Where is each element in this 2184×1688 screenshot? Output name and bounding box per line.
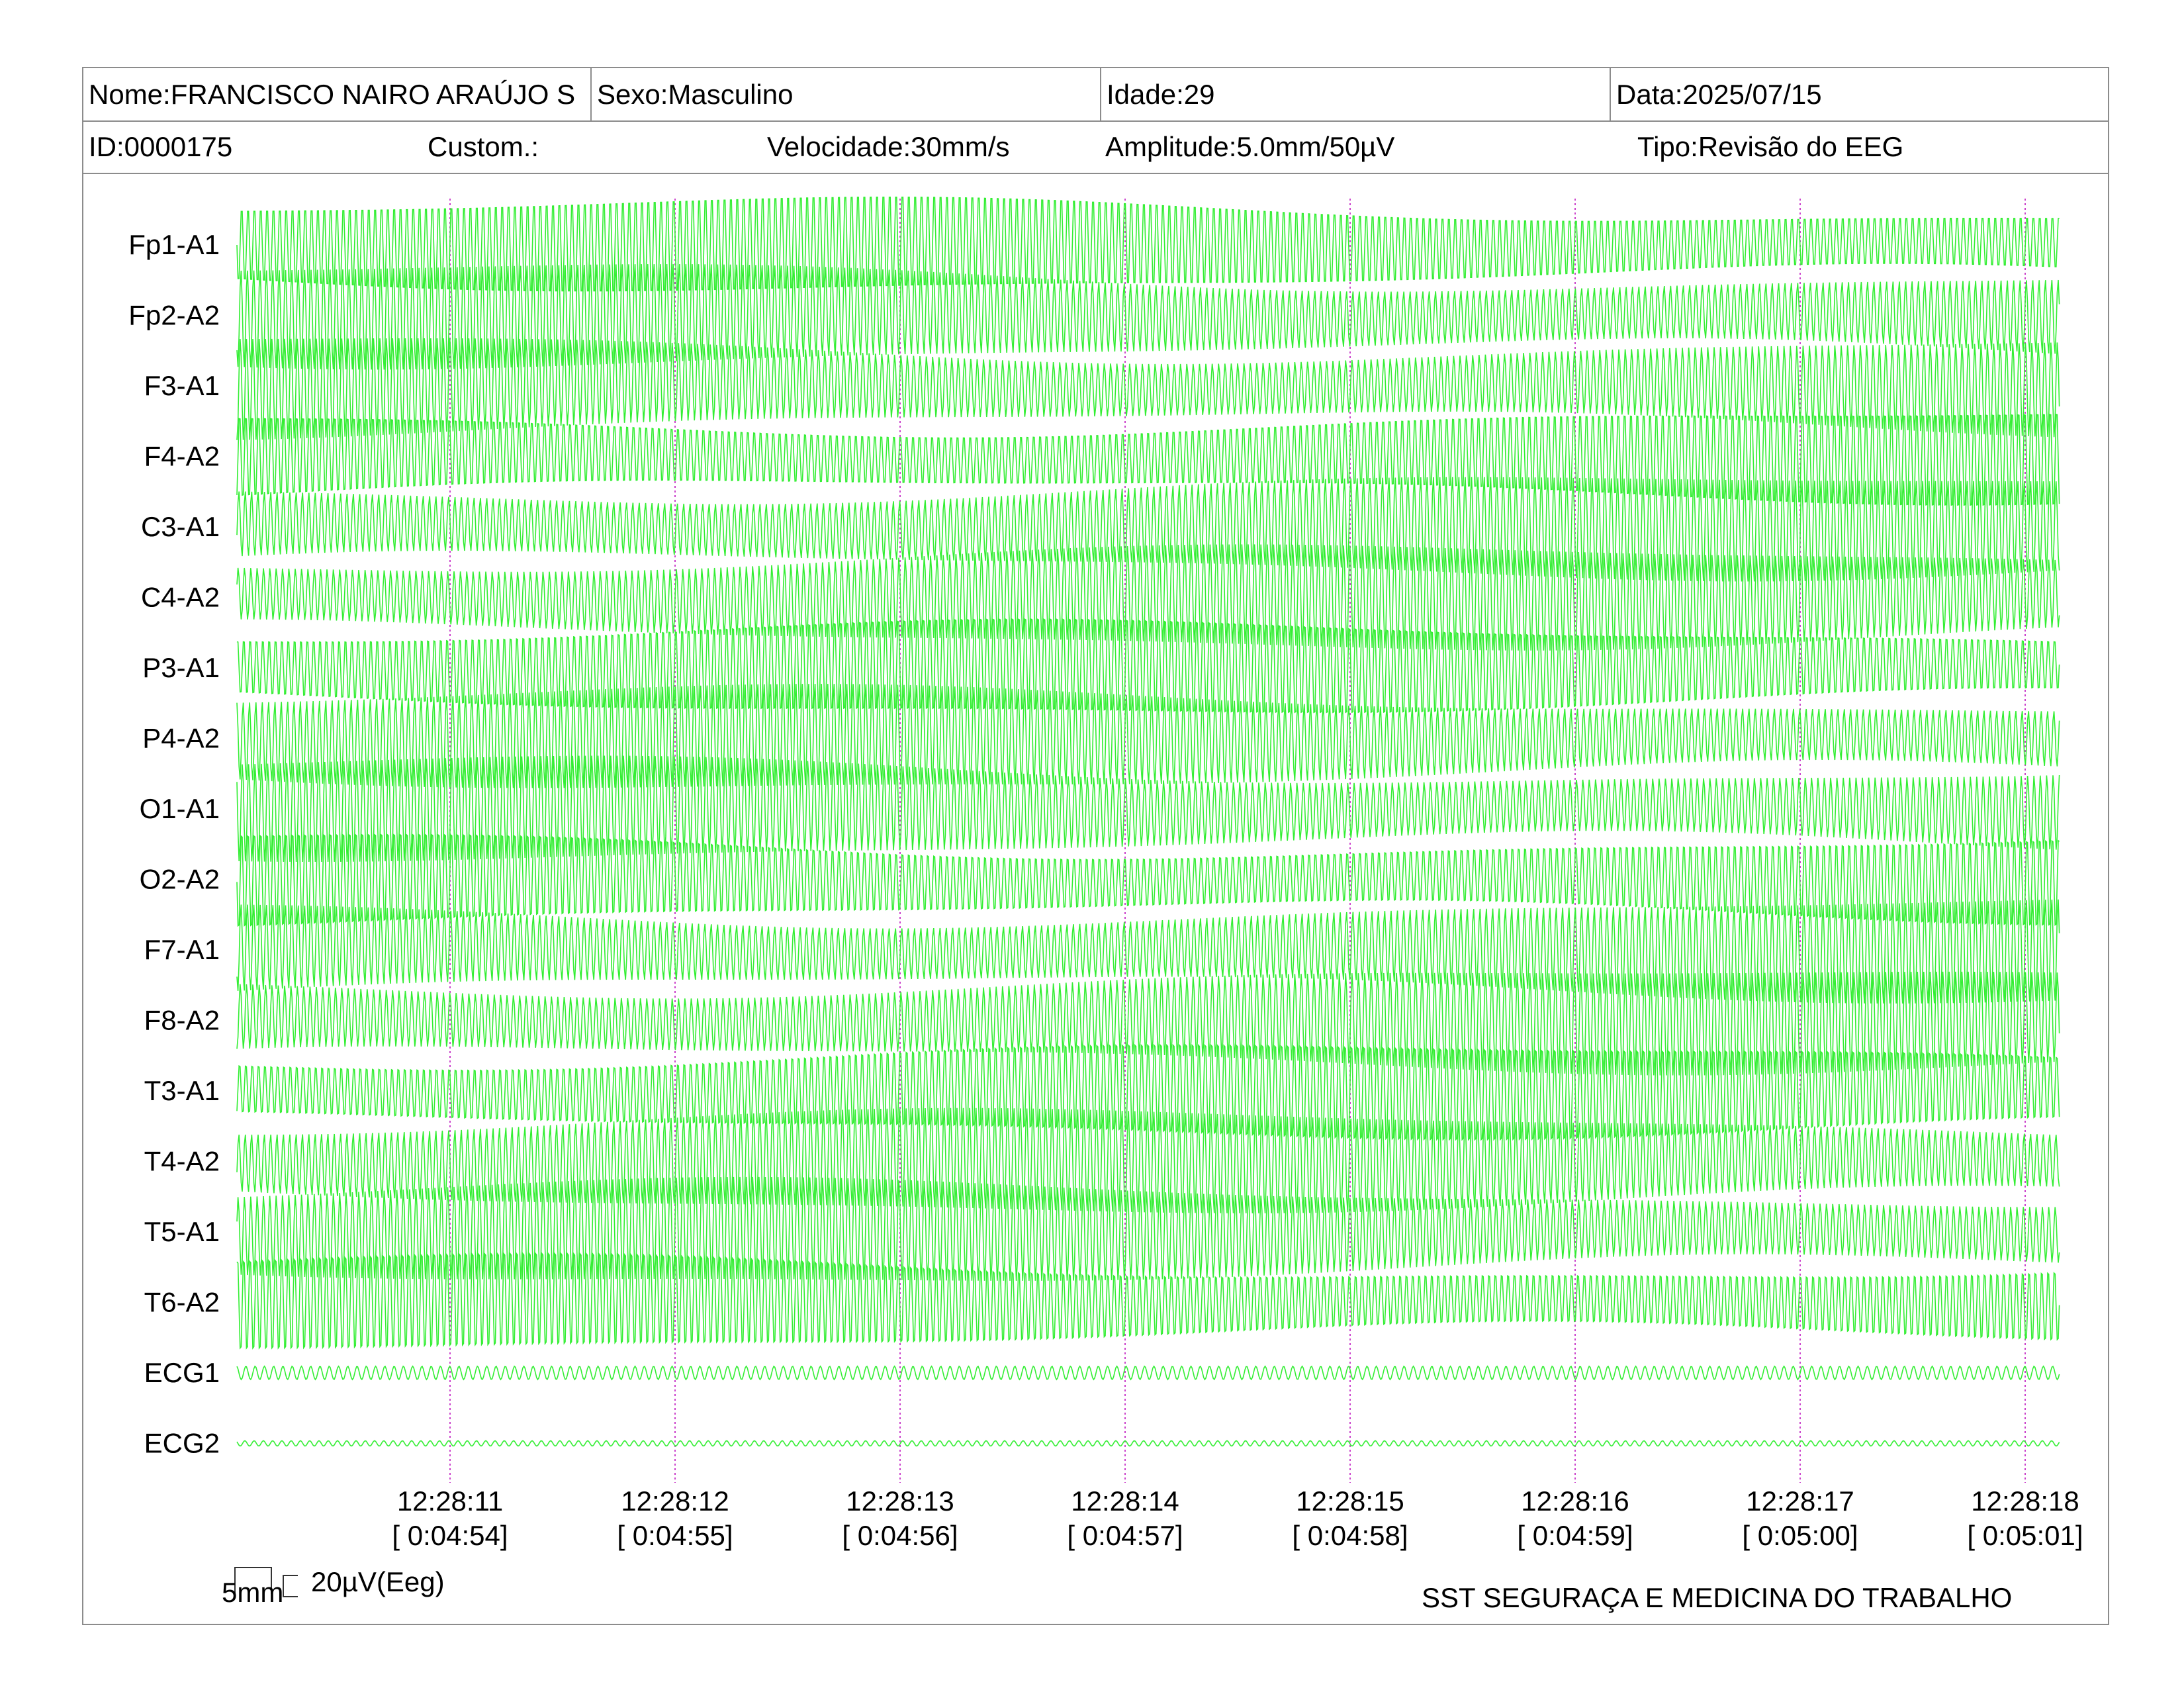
time-elapsed-label: [ 0:04:56]: [842, 1520, 958, 1551]
time-clock-label: 12:28:18: [1971, 1485, 2079, 1517]
header-row-patient: Nome:FRANCISCO NAIRO ARAÚJO S Sexo:Mascu…: [83, 68, 2108, 122]
channel-trace: [236, 477, 2060, 582]
channel-label: F8-A2: [144, 1005, 220, 1036]
time-elapsed-label: [ 0:04:58]: [1292, 1520, 1408, 1551]
time-clock-label: 12:28:13: [846, 1485, 954, 1517]
time-elapsed-label: [ 0:04:54]: [392, 1520, 508, 1551]
exam-date: Data:2025/07/15: [1610, 68, 2109, 120]
time-clock-label: 12:28:11: [397, 1485, 503, 1517]
eeg-report-sheet: Nome:FRANCISCO NAIRO ARAÚJO S Sexo:Mascu…: [82, 67, 2109, 1625]
calibration-amplitude-scale: 20µV(Eeg): [311, 1566, 445, 1597]
channel-trace: [236, 833, 2060, 927]
channel-trace: [236, 1107, 2060, 1213]
channel-trace: [236, 1440, 2060, 1447]
channel-trace: [236, 544, 2060, 651]
custom-field: Custom.:: [428, 131, 539, 162]
channel-label: P4-A2: [142, 723, 220, 754]
channel-trace: [236, 1176, 2060, 1281]
channel-label: P3-A1: [142, 652, 220, 683]
channel-trace: [236, 1252, 2060, 1350]
calibration-time-scale: 5mm: [222, 1577, 284, 1608]
channel-trace: [236, 899, 2060, 1004]
channel-label: O2-A2: [140, 864, 220, 895]
channel-label: T5-A1: [144, 1216, 220, 1247]
channel-label: ECG1: [144, 1357, 220, 1388]
time-elapsed-label: [ 0:05:01]: [1967, 1520, 2083, 1551]
time-clock-label: 12:28:14: [1071, 1485, 1179, 1517]
amplitude-setting: Amplitude:5.0mm/50µV: [1105, 131, 1395, 162]
channel-label: T6-A2: [144, 1287, 220, 1318]
channel-trace: [236, 338, 2060, 440]
patient-id: ID:0000175: [89, 131, 233, 162]
channel-label: C3-A1: [141, 511, 220, 542]
time-clock-label: 12:28:16: [1521, 1485, 1629, 1517]
channel-label: T3-A1: [144, 1075, 220, 1106]
channel-trace: [236, 971, 2060, 1076]
channel-trace: [236, 263, 2060, 370]
channel-label: T4-A2: [144, 1146, 220, 1177]
time-elapsed-label: [ 0:04:57]: [1067, 1520, 1183, 1551]
channel-trace: [236, 197, 2060, 292]
time-elapsed-label: [ 0:04:55]: [617, 1520, 733, 1551]
time-elapsed-label: [ 0:04:59]: [1517, 1520, 1633, 1551]
channel-label: F4-A2: [144, 441, 220, 472]
time-clock-label: 12:28:12: [621, 1485, 729, 1517]
time-clock-label: 12:28:17: [1746, 1485, 1854, 1517]
channel-trace: [236, 1365, 2060, 1381]
patient-sex: Sexo:Masculino: [590, 68, 1100, 120]
channel-trace: [236, 755, 2060, 863]
channel-label: O1-A1: [140, 793, 220, 824]
channel-trace: [236, 1043, 2060, 1141]
channel-label: C4-A2: [141, 582, 220, 613]
channel-trace: [236, 413, 2060, 506]
paper-speed: Velocidade:30mm/s: [767, 131, 1010, 162]
exam-type: Tipo:Revisão do EEG: [1637, 131, 1904, 162]
channel-label: ECG2: [144, 1428, 220, 1459]
calibration-bracket-icon: [234, 1567, 298, 1597]
footer-organization: SST SEGURAÇA E MEDICINA DO TRABALHO: [1422, 1582, 2013, 1613]
channel-label: F7-A1: [144, 934, 220, 965]
channel-label: F3-A1: [144, 370, 220, 401]
channel-label: Fp2-A2: [128, 300, 220, 331]
patient-age: Idade:29: [1100, 68, 1610, 120]
channel-label: Fp1-A1: [128, 229, 220, 260]
time-clock-label: 12:28:15: [1296, 1485, 1404, 1517]
channel-trace: [236, 684, 2060, 788]
patient-name: Nome:FRANCISCO NAIRO ARAÚJO S: [89, 79, 576, 110]
header-row-settings: ID:0000175 Custom.: Velocidade:30mm/s Am…: [83, 120, 2108, 174]
channel-trace: [236, 618, 2060, 714]
time-elapsed-label: [ 0:05:00]: [1742, 1520, 1858, 1551]
